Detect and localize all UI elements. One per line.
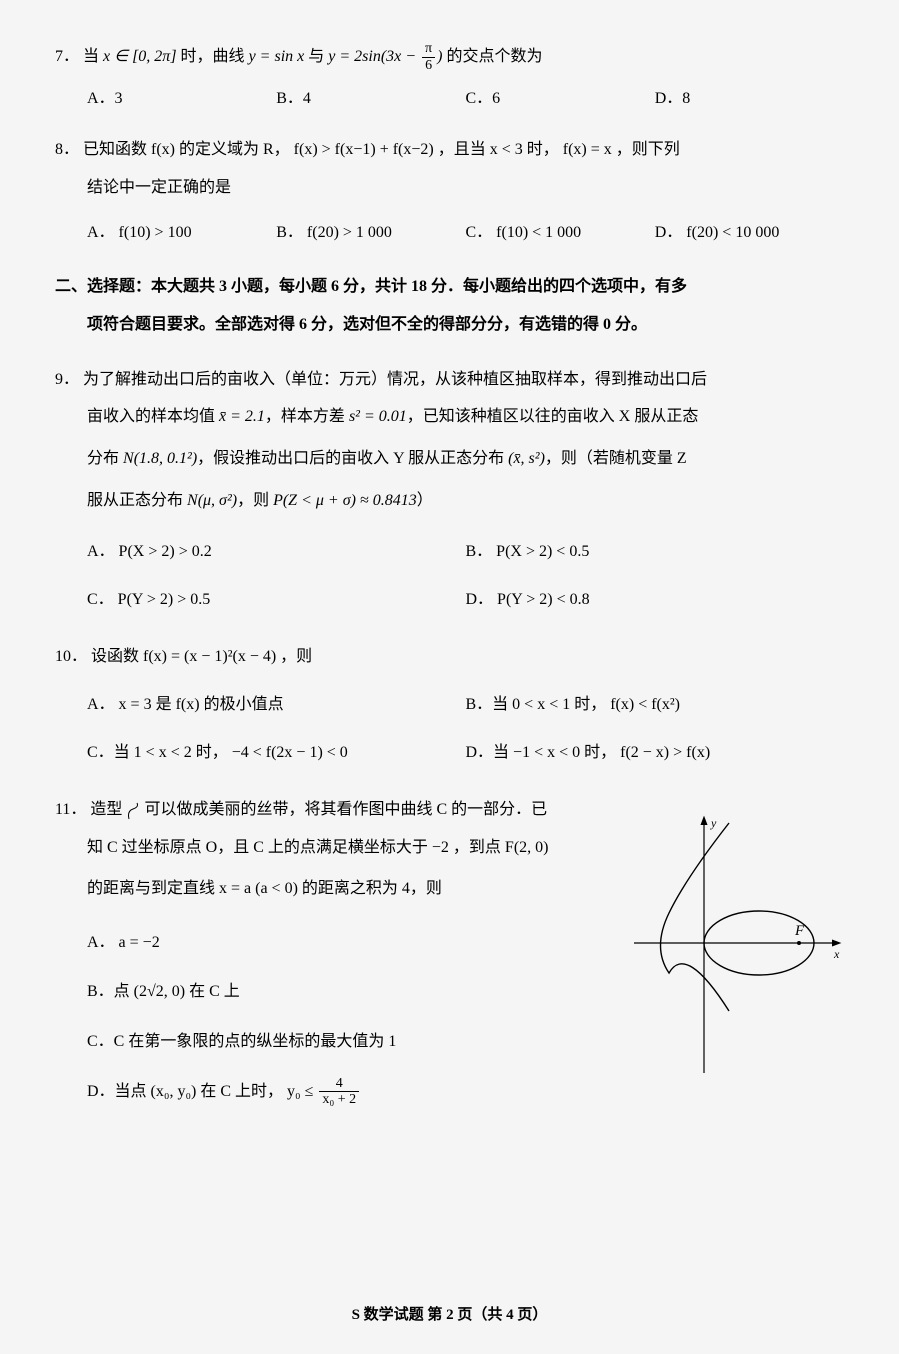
question-8: 8． 已知函数 f(x) 的定义域为 R， f(x) > f(x−1) + f(… <box>55 133 844 250</box>
option-b: B．4 <box>276 82 465 116</box>
section-line2: 项符合题目要求。全部选对得 6 分，选对但不全的得部分分，有选错的得 0 分。 <box>55 306 844 344</box>
option-d: D．8 <box>655 82 844 116</box>
ribbon-icon <box>126 800 140 820</box>
q11-figure: F x y <box>634 813 844 1086</box>
q8-line2: 结论中一定正确的是 <box>55 167 844 209</box>
q7-text: 当 x ∈ [0, 2π] 时，曲线 y = sin x 与 y = 2sin(… <box>83 48 542 65</box>
option-a: A． P(X > 2) > 0.2 <box>87 535 466 569</box>
question-number: 10． <box>55 648 87 665</box>
page-footer: S 数学试题 第 2 页（共 4 页） <box>0 1303 899 1324</box>
option-a: A． x = 3 是 f(x) 的极小值点 <box>87 688 466 722</box>
sqrt: √2 <box>147 983 164 1000</box>
option-c: C．C 在第一象限的点的纵坐标的最大值为 1 <box>87 1025 622 1059</box>
q11-p1: 造型 可以做成美丽的丝带，将其看作图中曲线 C 的一部分．已 <box>90 801 547 818</box>
option-d: D． f(20) < 10 000 <box>655 216 844 250</box>
q11-p3: 的距离与到定直线 x = a (a < 0) 的距离之积为 4，则 <box>55 868 622 910</box>
option-c: C． f(10) < 1 000 <box>466 216 655 250</box>
option-b: B． f(20) > 1 000 <box>276 216 465 250</box>
option-d: D．当 −1 < x < 0 时， f(2 − x) > f(x) <box>466 736 845 770</box>
q9-p4: 服从正态分布 N(μ, σ²)，则 P(Z < μ + σ) ≈ 0.8413） <box>55 480 844 522</box>
question-number: 8． <box>55 141 79 158</box>
fraction: π6 <box>422 41 435 73</box>
q10-options: A． x = 3 是 f(x) 的极小值点 B．当 0 < x < 1 时， f… <box>55 688 844 769</box>
q9-options: A． P(X > 2) > 0.2 B． P(X > 2) < 0.5 C． P… <box>55 535 844 616</box>
question-10: 10． 设函数 f(x) = (x − 1)²(x − 4) ，则 A． x =… <box>55 640 844 769</box>
question-number: 11． <box>55 801 86 818</box>
option-b: B． P(X > 2) < 0.5 <box>466 535 845 569</box>
option-b: B．点 (2√2, 0) 在 C 上 <box>87 975 622 1009</box>
section-2-header: 二、选择题：本大题共 3 小题，每小题 6 分，共计 18 分．每小题给出的四个… <box>55 268 844 345</box>
section-line1: 二、选择题：本大题共 3 小题，每小题 6 分，共计 18 分．每小题给出的四个… <box>55 268 844 306</box>
question-number: 9． <box>55 371 79 388</box>
option-c: C．6 <box>466 82 655 116</box>
q9-p2: 亩收入的样本均值 x̄ = 2.1，样本方差 s² = 0.01，已知该种植区以… <box>55 396 844 438</box>
svg-text:y: y <box>710 816 717 830</box>
q7-options: A．3 B．4 C．6 D．8 <box>55 82 844 116</box>
option-c: C． P(Y > 2) > 0.5 <box>87 583 466 617</box>
q9-p3: 分布 N(1.8, 0.1²)，假设推动出口后的亩收入 Y 服从正态分布 (x̄… <box>55 438 844 480</box>
option-d: D． P(Y > 2) < 0.8 <box>466 583 845 617</box>
option-d: D．当点 (x₀, y₀) 在 C 上时， y₀ ≤ 4x₀ + 2 <box>87 1075 622 1109</box>
option-b: B．当 0 < x < 1 时， f(x) < f(x²) <box>466 688 845 722</box>
q11-options: A． a = −2 B．点 (2√2, 0) 在 C 上 C．C 在第一象限的点… <box>55 926 622 1108</box>
option-a: A．3 <box>87 82 276 116</box>
q10-text: 设函数 f(x) = (x − 1)²(x − 4) ，则 <box>91 648 312 665</box>
question-7: 7． 当 x ∈ [0, 2π] 时，曲线 y = sin x 与 y = 2s… <box>55 40 844 115</box>
question-9: 9． 为了解推动出口后的亩收入（单位：万元）情况，从该种植区抽取样本，得到推动出… <box>55 363 844 617</box>
fraction: 4x₀ + 2 <box>319 1076 359 1108</box>
q9-p1: 为了解推动出口后的亩收入（单位：万元）情况，从该种植区抽取样本，得到推动出口后 <box>83 371 707 388</box>
q8-options: A． f(10) > 100 B． f(20) > 1 000 C． f(10)… <box>55 216 844 250</box>
q11-p2: 知 C 过坐标原点 O，且 C 上的点满足横坐标大于 −2 ，到点 F(2, 0… <box>55 827 622 869</box>
option-a: A． a = −2 <box>87 926 622 960</box>
question-11: 11． 造型 可以做成美丽的丝带，将其看作图中曲线 C 的一部分．已 知 C 过… <box>55 793 844 1108</box>
option-a: A． f(10) > 100 <box>87 216 276 250</box>
svg-text:F: F <box>794 923 805 939</box>
option-c: C．当 1 < x < 2 时， −4 < f(2x − 1) < 0 <box>87 736 466 770</box>
question-number: 7． <box>55 48 79 65</box>
q8-line1: 已知函数 f(x) 的定义域为 R， f(x) > f(x−1) + f(x−2… <box>83 141 680 158</box>
svg-text:x: x <box>833 947 840 961</box>
